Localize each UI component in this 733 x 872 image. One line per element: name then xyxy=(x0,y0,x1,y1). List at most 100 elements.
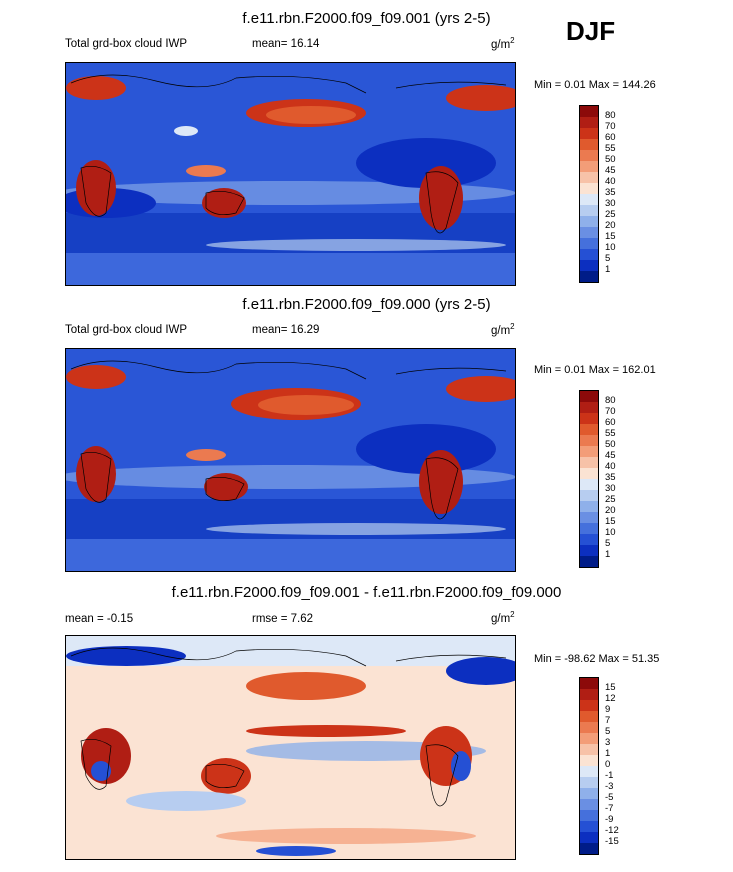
panel-2-units: g/m2 xyxy=(491,322,515,337)
colorbar-tick-label: 30 xyxy=(605,483,616,494)
colorbar-swatch xyxy=(580,413,598,424)
colorbar-swatch xyxy=(580,788,598,799)
colorbar-tick-label: 80 xyxy=(605,395,616,406)
colorbar-swatch xyxy=(580,821,598,832)
colorbar-swatch xyxy=(580,106,598,117)
colorbar-tick-label: 80 xyxy=(605,110,616,121)
colorbar-tick-label: 35 xyxy=(605,187,616,198)
panel-2-title: f.e11.rbn.F2000.f09_f09.000 (yrs 2-5) xyxy=(242,296,491,313)
panel-3-title: f.e11.rbn.F2000.f09_f09.001 - f.e11.rbn.… xyxy=(171,584,562,601)
colorbar-swatch xyxy=(580,117,598,128)
colorbar-tick-label: -15 xyxy=(605,836,619,847)
colorbar-swatch xyxy=(580,479,598,490)
colorbar-tick-label: 70 xyxy=(605,121,616,132)
colorbar-swatch xyxy=(580,700,598,711)
colorbar-swatch xyxy=(580,556,598,567)
colorbar-tick-label: 30 xyxy=(605,198,616,209)
colorbar-swatch xyxy=(580,501,598,512)
colorbar-tick-label: 50 xyxy=(605,439,616,450)
colorbar-swatch xyxy=(580,391,598,402)
colorbar-tick-label: 60 xyxy=(605,417,616,428)
panel-2-mean: mean= 16.29 xyxy=(252,324,320,336)
panel-3-mean: mean = -0.15 xyxy=(65,613,134,625)
colorbar-tick-label: -7 xyxy=(605,803,614,814)
colorbar-swatch xyxy=(580,545,598,556)
colorbar-tick-label: -1 xyxy=(605,770,614,781)
panel-2-variable: Total grd-box cloud IWP xyxy=(65,324,188,336)
colorbar-swatch xyxy=(580,216,598,227)
colorbar-swatch xyxy=(580,150,598,161)
colorbar-tick-label: -3 xyxy=(605,781,614,792)
panel-3-colorbar-labels: 15 12 9 7 5 3 1 0 -1 -3 -5 -7 -9 -12 -15 xyxy=(605,677,619,847)
colorbar-tick-label: 70 xyxy=(605,406,616,417)
colorbar-tick-label: 7 xyxy=(605,715,611,726)
colorbar-tick-label: 60 xyxy=(605,132,616,143)
colorbar-tick-label: 5 xyxy=(605,538,611,549)
colorbar-swatch xyxy=(580,843,598,854)
colorbar-swatch xyxy=(580,832,598,843)
colorbar-swatch xyxy=(580,744,598,755)
panel-1-units: g/m2 xyxy=(491,36,515,51)
colorbar-tick-label: 1 xyxy=(605,264,611,275)
colorbar-swatch xyxy=(580,402,598,413)
colorbar-swatch xyxy=(580,468,598,479)
panel-1-colorbar-labels: 80 70 60 55 50 45 40 35 30 25 20 15 10 5 1 xyxy=(605,105,616,275)
colorbar-swatch xyxy=(580,766,598,777)
colorbar-tick-label: 15 xyxy=(605,682,616,693)
colorbar-swatch xyxy=(580,534,598,545)
colorbar-swatch xyxy=(580,161,598,172)
panel-3-rmse: rmse = 7.62 xyxy=(252,613,314,625)
colorbar-swatch xyxy=(580,722,598,733)
colorbar-swatch xyxy=(580,755,598,766)
panel-2-minmax: Min = 0.01 Max = 162.01 xyxy=(534,364,656,376)
colorbar-tick-label: -5 xyxy=(605,792,614,803)
colorbar-tick-label: 10 xyxy=(605,527,616,538)
colorbar-swatch xyxy=(580,183,598,194)
colorbar-tick-label: 45 xyxy=(605,450,616,461)
panel-3-colorbar xyxy=(579,677,599,855)
panel-2-colorbar-labels: 80 70 60 55 50 45 40 35 30 25 20 15 10 5 1 xyxy=(605,390,616,560)
panel-2-map xyxy=(65,348,516,572)
panel-1-title: f.e11.rbn.F2000.f09_f09.001 (yrs 2-5) xyxy=(242,10,491,27)
panel-3-map xyxy=(65,635,516,860)
colorbar-swatch xyxy=(580,490,598,501)
colorbar-swatch xyxy=(580,172,598,183)
panel-1-minmax: Min = 0.01 Max = 144.26 xyxy=(534,79,656,91)
colorbar-tick-label: 20 xyxy=(605,505,616,516)
colorbar-tick-label: 1 xyxy=(605,748,611,759)
colorbar-swatch xyxy=(580,227,598,238)
season-label: DJF xyxy=(566,16,616,46)
panel-1-mean: mean= 16.14 xyxy=(252,38,320,50)
colorbar-tick-label: -9 xyxy=(605,814,614,825)
colorbar-tick-label: 40 xyxy=(605,461,616,472)
colorbar-tick-label: 15 xyxy=(605,516,616,527)
panel-1-map xyxy=(65,62,516,286)
panel-3-minmax: Min = -98.62 Max = 51.35 xyxy=(534,653,660,665)
colorbar-swatch xyxy=(580,457,598,468)
colorbar-swatch xyxy=(580,810,598,821)
colorbar-tick-label: 45 xyxy=(605,165,616,176)
colorbar-tick-label: 20 xyxy=(605,220,616,231)
colorbar-swatch xyxy=(580,139,598,150)
colorbar-swatch xyxy=(580,512,598,523)
colorbar-tick-label: 25 xyxy=(605,209,616,220)
colorbar-swatch xyxy=(580,271,598,282)
colorbar-tick-label: 9 xyxy=(605,704,611,715)
colorbar-swatch xyxy=(580,799,598,810)
colorbar-tick-label: 25 xyxy=(605,494,616,505)
colorbar-tick-label: 40 xyxy=(605,176,616,187)
colorbar-tick-label: 15 xyxy=(605,231,616,242)
colorbar-swatch xyxy=(580,777,598,788)
colorbar-swatch xyxy=(580,194,598,205)
colorbar-swatch xyxy=(580,128,598,139)
panel-2-colorbar xyxy=(579,390,599,568)
colorbar-tick-label: 3 xyxy=(605,737,611,748)
panel-1-colorbar xyxy=(579,105,599,283)
colorbar-tick-label: 0 xyxy=(605,759,611,770)
colorbar-tick-label: 35 xyxy=(605,472,616,483)
colorbar-swatch xyxy=(580,260,598,271)
colorbar-tick-label: 5 xyxy=(605,253,611,264)
colorbar-swatch xyxy=(580,249,598,260)
panel-3-units: g/m2 xyxy=(491,610,515,625)
colorbar-tick-label: 55 xyxy=(605,143,616,154)
